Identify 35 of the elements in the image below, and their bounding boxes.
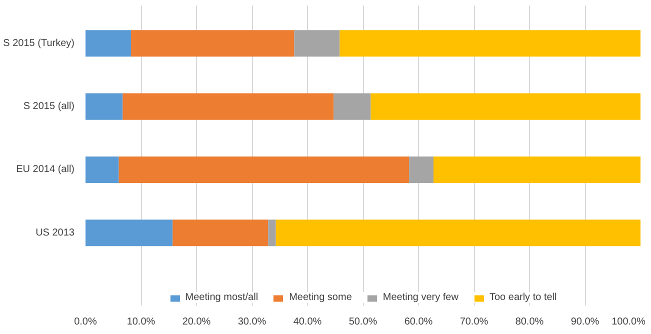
y-tick-label: S 2015 (Turkey) [3, 38, 75, 49]
x-tick-label: 80.0% [515, 316, 544, 328]
bar [86, 30, 132, 57]
y-tick-label: S 2015 (all) [23, 101, 75, 112]
bar [340, 30, 640, 57]
bar [276, 220, 640, 246]
x-tick-label: 0.0% [74, 316, 98, 328]
x-tick-label: 20.0% [182, 316, 211, 328]
bar [172, 220, 268, 246]
legend-label: Meeting very few [382, 292, 458, 303]
bar [294, 30, 340, 57]
bar [131, 30, 294, 57]
bar [334, 93, 371, 120]
x-tick-label: 100.0% [612, 316, 646, 328]
bar [86, 156, 119, 183]
x-tick-label: 60.0% [404, 316, 433, 328]
x-tick-label: 30.0% [238, 316, 266, 328]
bar [433, 156, 640, 183]
bar [122, 93, 334, 120]
x-tick-label: 10.0% [126, 316, 156, 328]
y-tick-label: US 2013 [36, 227, 75, 238]
legend-label: Meeting most/all [185, 292, 258, 303]
bar [370, 93, 640, 120]
y-tick-label: EU 2014 (all) [16, 164, 74, 176]
x-tick-label: 90.0% [570, 316, 600, 328]
legend-label: Too early to tell [489, 292, 557, 303]
legend-label: Meeting some [289, 292, 352, 303]
bar [86, 93, 123, 120]
bar [409, 156, 434, 183]
x-tick-label: 70.0% [460, 316, 488, 328]
x-tick-label: 40.0% [293, 316, 322, 328]
bar [268, 220, 276, 246]
bar [118, 156, 410, 183]
x-tick-label: 50.0% [348, 316, 378, 328]
bar [86, 220, 173, 246]
